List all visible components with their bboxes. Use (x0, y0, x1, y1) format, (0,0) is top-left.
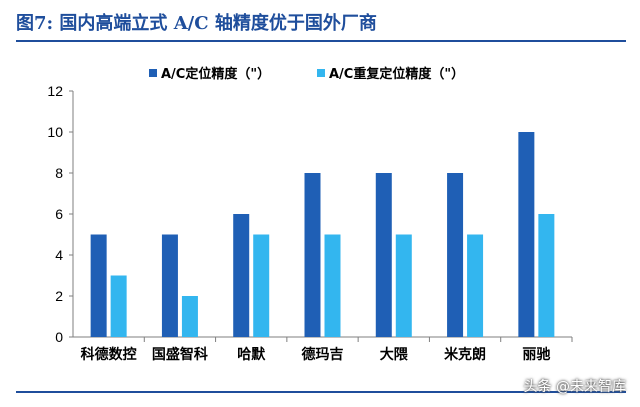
bar-positioning-accuracy (304, 173, 321, 337)
y-tick-label: 12 (47, 83, 63, 99)
legend-label: A/C重复定位精度（"） (329, 66, 464, 82)
x-category-label: 哈默 (237, 346, 266, 363)
bar-positioning-accuracy (90, 234, 107, 337)
legend-swatch (317, 69, 325, 77)
bar-repeat-accuracy (395, 234, 412, 337)
x-category-label: 米克朗 (444, 346, 486, 363)
bar-repeat-accuracy (253, 234, 270, 337)
bar-positioning-accuracy (375, 173, 392, 337)
bar-positioning-accuracy (447, 173, 464, 337)
bar-repeat-accuracy (110, 275, 127, 337)
x-category-label: 大隈 (380, 346, 409, 363)
bar-repeat-accuracy (181, 296, 198, 337)
chart-axes (69, 90, 573, 342)
legend: A/C定位精度（"） A/C重复定位精度（"） (149, 66, 464, 82)
y-tick-label: 4 (55, 247, 63, 263)
y-tick-label: 6 (55, 206, 63, 222)
bar-positioning-accuracy (233, 214, 250, 337)
x-category-label: 科德数控 (81, 346, 137, 363)
watermark: 头条 @未来智库 (523, 379, 626, 395)
chart-bars (90, 132, 555, 337)
bar-repeat-accuracy (467, 234, 484, 337)
legend-swatch (149, 69, 157, 77)
x-category-label: 国盛智科 (152, 346, 208, 363)
bottom-rule (16, 391, 626, 393)
page-title: 图7: 国内高端立式 A/C 轴精度优于国外厂商 (16, 13, 377, 34)
y-tick-label: 0 (55, 329, 63, 345)
bar-positioning-accuracy (161, 234, 178, 337)
bar-positioning-accuracy (518, 132, 535, 337)
y-tick-label: 10 (47, 124, 63, 140)
title-rule (16, 40, 626, 42)
bar-repeat-accuracy (324, 234, 341, 337)
chart-labels: 0 2 4 6 8 10 12 科德数控 国盛智科 哈默 德玛吉 大隈 米克朗 丽驰 (47, 83, 550, 363)
x-category-label: 丽驰 (522, 347, 550, 363)
x-category-label: 德玛吉 (302, 346, 344, 363)
bar-repeat-accuracy (538, 214, 555, 337)
y-tick-label: 2 (55, 288, 63, 304)
y-tick-label: 8 (55, 165, 63, 181)
legend-label: A/C定位精度（"） (161, 66, 270, 82)
